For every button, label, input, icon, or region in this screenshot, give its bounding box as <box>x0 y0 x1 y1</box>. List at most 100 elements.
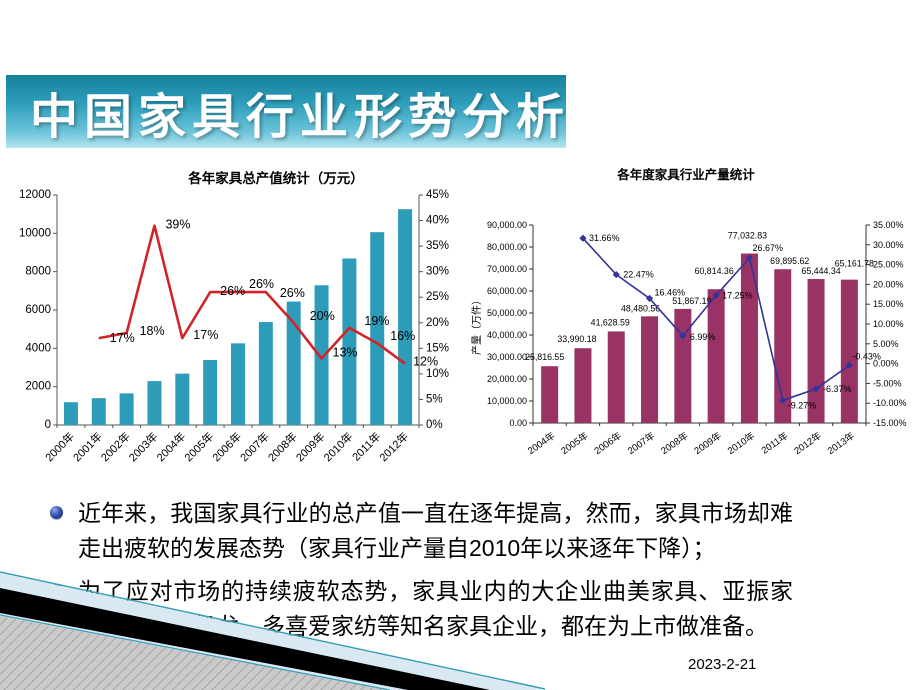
svg-text:0.00%: 0.00% <box>873 359 899 369</box>
svg-text:2006年: 2006年 <box>209 429 244 464</box>
bullet-text: 为了应对市场的持续疲软态势，家具业内的大企业曲美家具、亚振家具、红星美凯龙、多喜… <box>78 578 793 639</box>
svg-text:2000年: 2000年 <box>42 429 77 464</box>
svg-text:各年家具总产值统计（万元）: 各年家具总产值统计（万元） <box>187 170 364 186</box>
svg-text:2002年: 2002年 <box>98 429 133 464</box>
svg-text:80,000.00: 80,000.00 <box>487 242 527 252</box>
svg-text:41,628.59: 41,628.59 <box>591 317 630 327</box>
svg-text:45%: 45% <box>426 189 449 201</box>
svg-text:25.00%: 25.00% <box>873 260 904 270</box>
svg-text:33,990.18: 33,990.18 <box>557 334 596 344</box>
svg-text:2000: 2000 <box>25 381 51 393</box>
slide-title-banner: 中国家具行业形势分析 <box>6 75 566 148</box>
bullet-text: 近年来，我国家具行业的总产值一直在逐年提高，然而，家具市场却难走出疲软的发展态势… <box>78 500 793 561</box>
svg-text:6000: 6000 <box>25 304 51 316</box>
svg-text:77,032.83: 77,032.83 <box>728 231 767 241</box>
svg-text:15%: 15% <box>426 342 449 354</box>
svg-text:10,000.00: 10,000.00 <box>487 396 527 406</box>
svg-text:18%: 18% <box>140 324 165 338</box>
chart-total-output-value: 0 2000 4000 6000 8000 10000 12000 0% 5% 10% 15% 20%… <box>19 170 449 464</box>
svg-text:17%: 17% <box>193 328 218 342</box>
svg-text:2013年: 2013年 <box>825 429 857 457</box>
svg-text:35%: 35% <box>426 240 449 252</box>
svg-text:2010年: 2010年 <box>321 429 356 464</box>
svg-text:48,480.56: 48,480.56 <box>621 303 660 313</box>
slide-date: 2023-2-21 <box>688 656 757 673</box>
svg-text:2001年: 2001年 <box>70 429 105 464</box>
svg-text:5%: 5% <box>426 393 443 405</box>
svg-text:70,000.00: 70,000.00 <box>487 264 527 274</box>
svg-text:2011年: 2011年 <box>349 429 383 463</box>
svg-text:16%: 16% <box>390 329 415 343</box>
svg-text:-5.00%: -5.00% <box>873 378 902 388</box>
svg-text:65,161.78: 65,161.78 <box>835 259 874 269</box>
svg-text:2008年: 2008年 <box>265 429 300 464</box>
svg-text:0%: 0% <box>426 419 443 431</box>
svg-text:2012年: 2012年 <box>792 429 824 457</box>
svg-text:5.00%: 5.00% <box>873 339 899 349</box>
svg-text:-0.43%: -0.43% <box>852 351 881 361</box>
svg-text:各年度家具行业产量统计: 各年度家具行业产量统计 <box>616 167 755 182</box>
svg-text:2009年: 2009年 <box>692 429 724 457</box>
svg-text:20,000.00: 20,000.00 <box>487 374 527 384</box>
svg-text:6.99%: 6.99% <box>690 332 716 342</box>
svg-text:-6.37%: -6.37% <box>823 384 852 394</box>
svg-text:2007年: 2007年 <box>625 429 657 457</box>
svg-text:26.67%: 26.67% <box>752 243 783 253</box>
chart-production-volume: 0.00 10,000.00 20,000.00 30,000.00 40,000.00… <box>470 167 907 457</box>
svg-text:2003年: 2003年 <box>126 429 161 464</box>
svg-text:0.00: 0.00 <box>509 418 527 428</box>
svg-text:26%: 26% <box>280 286 305 300</box>
bullet-list: 近年来，我国家具行业的总产值一直在逐年提高，然而，家具市场却难走出疲软的发展态势… <box>50 496 830 652</box>
svg-text:22.47%: 22.47% <box>623 270 654 280</box>
svg-text:17%: 17% <box>110 331 135 345</box>
list-item: 近年来，我国家具行业的总产值一直在逐年提高，然而，家具市场却难走出疲软的发展态势… <box>50 496 830 565</box>
bullet-icon <box>50 584 63 597</box>
svg-text:-10.00%: -10.00% <box>873 398 907 408</box>
svg-text:2006年: 2006年 <box>592 429 624 457</box>
svg-text:2010年: 2010年 <box>725 429 757 457</box>
svg-text:-9.27%: -9.27% <box>788 400 817 410</box>
svg-text:0: 0 <box>45 419 51 431</box>
svg-text:2007年: 2007年 <box>237 429 272 464</box>
list-item: 为了应对市场的持续疲软态势，家具业内的大企业曲美家具、亚振家具、红星美凯龙、多喜… <box>50 574 830 643</box>
svg-text:16.46%: 16.46% <box>655 287 686 297</box>
svg-text:50,000.00: 50,000.00 <box>487 308 527 318</box>
svg-text:26%: 26% <box>220 284 245 298</box>
svg-text:30%: 30% <box>426 266 449 278</box>
svg-text:2005年: 2005年 <box>559 429 591 457</box>
svg-text:69,895.62: 69,895.62 <box>770 256 809 266</box>
svg-text:12%: 12% <box>413 355 438 369</box>
svg-text:4000: 4000 <box>25 342 51 354</box>
svg-text:40,000.00: 40,000.00 <box>487 330 527 340</box>
svg-text:40%: 40% <box>426 215 449 227</box>
svg-text:产量（万件）: 产量（万件） <box>470 295 483 355</box>
svg-text:8000: 8000 <box>25 266 51 278</box>
svg-text:2012年: 2012年 <box>376 429 411 464</box>
svg-text:10%: 10% <box>426 368 449 380</box>
svg-text:25,816.55: 25,816.55 <box>525 352 564 362</box>
svg-text:12000: 12000 <box>19 189 51 201</box>
svg-text:2011年: 2011年 <box>759 429 791 456</box>
svg-text:60,814.36: 60,814.36 <box>695 266 734 276</box>
svg-text:19%: 19% <box>364 314 389 328</box>
svg-text:20%: 20% <box>426 317 449 329</box>
svg-text:13%: 13% <box>333 346 358 360</box>
svg-text:15.00%: 15.00% <box>873 299 904 309</box>
svg-text:60,000.00: 60,000.00 <box>487 286 527 296</box>
svg-text:17.25%: 17.25% <box>722 290 753 300</box>
svg-text:2008年: 2008年 <box>659 429 691 457</box>
svg-text:90,000.00: 90,000.00 <box>487 220 527 230</box>
svg-text:30.00%: 30.00% <box>873 240 904 250</box>
bullet-icon <box>50 506 63 519</box>
svg-text:20.00%: 20.00% <box>873 279 904 289</box>
svg-text:65,444.34: 65,444.34 <box>801 266 840 276</box>
svg-text:2004年: 2004年 <box>153 429 188 464</box>
svg-text:26%: 26% <box>249 277 274 291</box>
svg-text:31.66%: 31.66% <box>589 233 620 243</box>
svg-text:30,000.00: 30,000.00 <box>487 352 527 362</box>
svg-text:10.00%: 10.00% <box>873 319 904 329</box>
page-title: 中国家具行业形势分析 <box>30 90 571 144</box>
svg-text:51,867.19: 51,867.19 <box>672 296 711 306</box>
svg-text:10000: 10000 <box>19 227 51 239</box>
